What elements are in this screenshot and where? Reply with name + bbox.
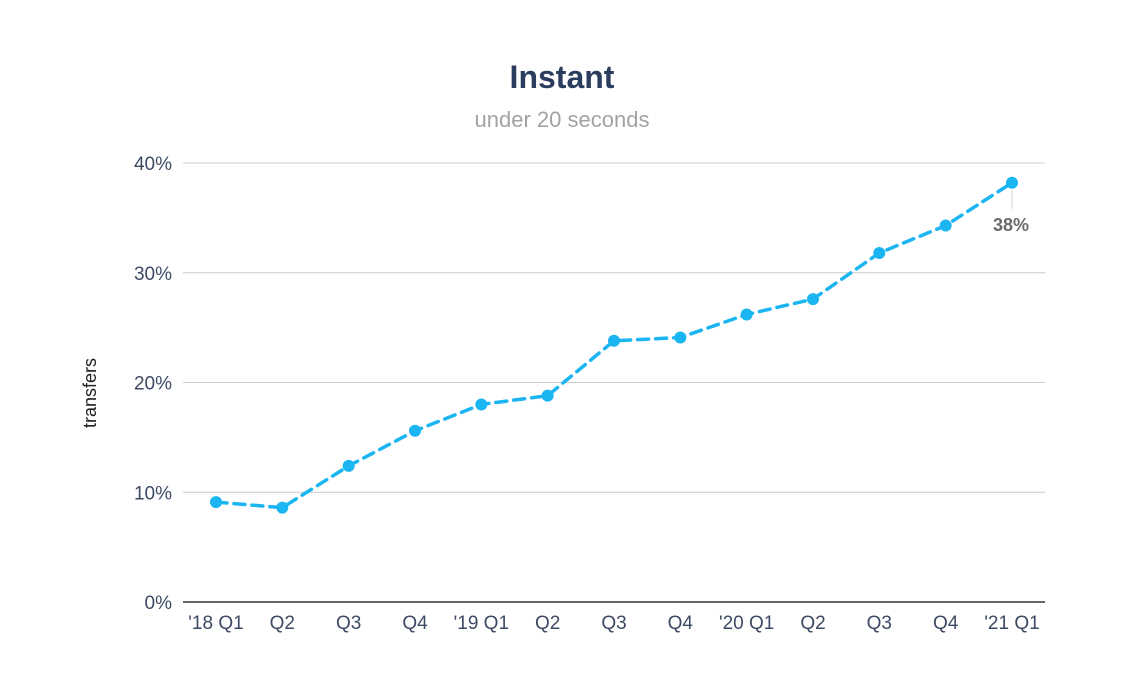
data-point: [210, 496, 222, 509]
data-point: [342, 459, 355, 472]
data-point: [740, 308, 753, 321]
x-tick-label: '21 Q1: [984, 613, 1039, 634]
x-tick-label: Q3: [336, 613, 361, 634]
data-labels: 38%: [993, 189, 1029, 235]
gridlines: [183, 162, 1045, 493]
data-point: [873, 246, 886, 259]
data-point: [475, 398, 488, 411]
chart-subtitle: under 20 seconds: [475, 107, 650, 132]
y-tick-label: 30%: [134, 264, 172, 285]
data-point: [807, 293, 819, 306]
x-tick-label: Q2: [535, 613, 560, 634]
data-point: [541, 389, 554, 402]
y-tick-label: 10%: [134, 483, 172, 504]
y-axis-label: transfers: [80, 358, 100, 428]
x-tick-label: Q4: [668, 613, 694, 634]
x-tick-label: Q2: [800, 613, 825, 634]
data-point: [939, 219, 952, 232]
y-tick-label: 0%: [145, 593, 173, 614]
y-axis-ticks: 0% 10% 20% 30% 40%: [134, 154, 172, 614]
data-point: [1006, 176, 1018, 189]
data-point: [409, 424, 421, 437]
y-tick-label: 20%: [134, 374, 172, 395]
x-tick-label: '20 Q1: [719, 613, 774, 634]
y-tick-label: 40%: [134, 154, 172, 175]
x-tick-label: Q3: [867, 613, 892, 634]
data-label: 38%: [993, 215, 1029, 235]
data-point: [608, 334, 620, 347]
chart-title: Instant: [510, 59, 615, 95]
x-tick-label: Q4: [402, 613, 428, 634]
x-tick-label: Q2: [270, 613, 295, 634]
x-tick-label: '19 Q1: [454, 613, 509, 634]
data-point: [276, 501, 289, 514]
x-tick-label: Q3: [601, 613, 626, 634]
series-line-group: [210, 176, 1018, 514]
x-axis-ticks: '18 Q1 Q2 Q3 Q4 '19 Q1 Q2 Q3 Q4 '20 Q1 Q2 Q3 Q4 '21 …: [188, 613, 1039, 634]
x-tick-label: Q4: [933, 613, 959, 634]
data-point: [674, 331, 687, 344]
x-tick-label: '18 Q1: [188, 613, 243, 634]
